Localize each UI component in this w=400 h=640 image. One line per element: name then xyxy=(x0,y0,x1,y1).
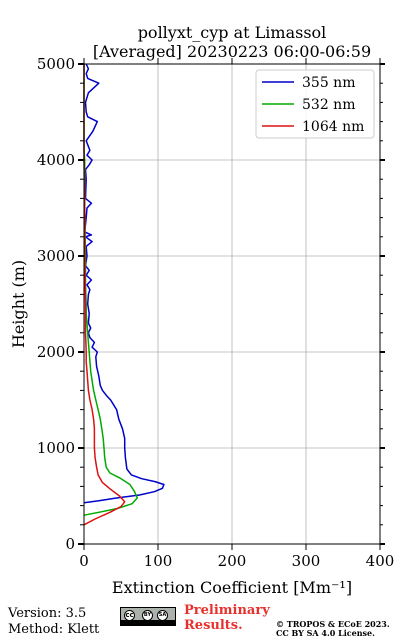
y-tick-label: 5000 xyxy=(37,55,75,73)
method-label: Method: Klett xyxy=(8,622,100,637)
legend-label-532: 532 nm xyxy=(302,97,355,113)
x-tick-label: 0 xyxy=(79,552,89,570)
x-tick-label: 400 xyxy=(366,552,395,570)
y-tick-label: 1000 xyxy=(37,439,75,457)
x-tick-label: 200 xyxy=(218,552,247,570)
cc-license-badge: cc BY SA xyxy=(120,607,176,626)
extinction-profile-chart: pollyxt_cyp at Limassol [Averaged] 20230… xyxy=(9,23,395,597)
legend: 355 nm 532 nm 1064 nm xyxy=(255,69,375,139)
y-tick-label: 2000 xyxy=(37,343,75,361)
preliminary-line-2: Results. xyxy=(184,618,243,633)
x-axis-label: Extinction Coefficient [Mm⁻¹] xyxy=(112,578,352,597)
copyright-line-2: CC BY SA 4.0 License. xyxy=(276,628,375,638)
copyright-line-1: © TROPOS & ECoE 2023. xyxy=(276,619,390,629)
series-line-355-nm xyxy=(83,63,165,504)
copyright-notice: © TROPOS & ECoE 2023. CC BY SA 4.0 Licen… xyxy=(276,620,390,638)
series-lines xyxy=(83,63,165,526)
preliminary-results-notice: Preliminary Results. xyxy=(184,603,270,633)
legend-label-355: 355 nm xyxy=(302,75,355,91)
legend-box xyxy=(255,69,375,139)
y-tick-label: 3000 xyxy=(37,247,75,265)
y-tick-label: 0 xyxy=(65,535,75,553)
version-label: Version: 3.5 xyxy=(8,606,87,621)
preliminary-line-1: Preliminary xyxy=(184,603,270,618)
axis-ticks xyxy=(78,58,385,550)
cc-badge-band xyxy=(121,620,175,625)
chart-title: pollyxt_cyp at Limassol xyxy=(138,23,327,42)
legend-label-1064: 1064 nm xyxy=(302,119,364,135)
x-tick-label: 100 xyxy=(144,552,173,570)
y-axis-label: Height (m) xyxy=(9,260,28,348)
y-tick-label: 4000 xyxy=(37,151,75,169)
x-tick-label: 300 xyxy=(292,552,321,570)
series-line-1064-nm xyxy=(83,64,126,526)
chart-subtitle: [Averaged] 20230223 06:00-06:59 xyxy=(93,42,371,61)
